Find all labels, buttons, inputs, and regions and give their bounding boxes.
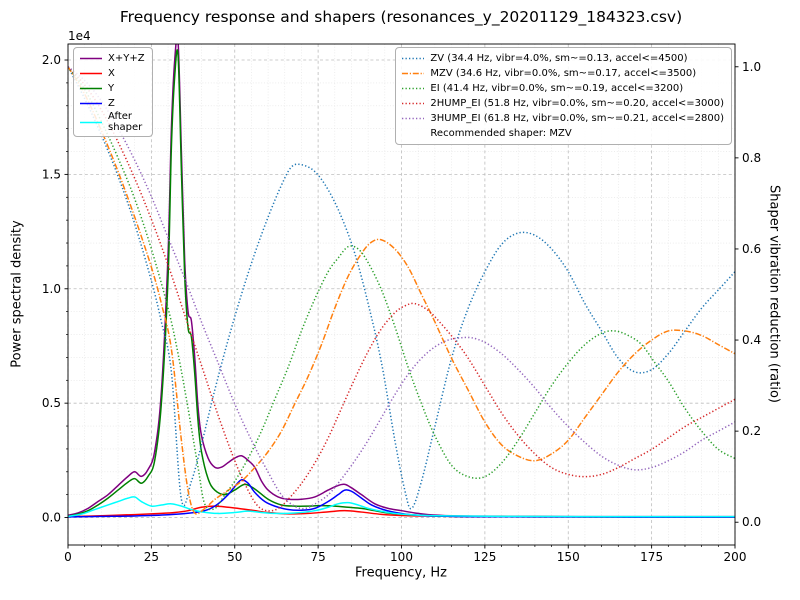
legend-label: 2HUMP_EI (51.8 Hz, vibr=0.0%, sm~=0.20, … [430,98,724,109]
series-shaper-mzv [68,66,735,515]
recommended-shaper-note: Recommended shaper: MZV [430,128,572,139]
legend-label: After shaper [108,111,143,133]
tick-label: 1.0 [42,282,61,296]
legend-entry-x-y-z: X+Y+Z [79,51,145,66]
tick-label: 0.2 [742,424,761,438]
tick-label: 50 [227,550,242,564]
series-shaper-2hump-ei [68,66,735,512]
legend-entry-zv: ZV (34.4 Hz, vibr=4.0%, sm~=0.13, accel<… [401,51,724,66]
x-axis-label: Frequency, Hz [354,565,448,581]
legend-entry-2hump-ei: 2HUMP_EI (51.8 Hz, vibr=0.0%, sm~=0.20, … [401,96,724,111]
legend-entry-3hump-ei: 3HUMP_EI (61.8 Hz, vibr=0.0%, sm~=0.21, … [401,111,724,126]
tick-label: 0.0 [742,515,761,529]
tick-label: 2.0 [42,53,61,67]
legend-line-swatch [402,117,425,120]
legend-line-swatch [402,57,425,60]
tick-label: 125 [473,550,496,564]
legend-line-swatch [80,102,102,105]
series-layer [68,44,735,518]
series-x-y-z [68,44,735,518]
tick-label: 0.8 [742,151,761,165]
series-shaper-ei [68,66,735,511]
legend-shapers: ZV (34.4 Hz, vibr=4.0%, sm~=0.13, accel<… [395,47,732,145]
legend-line-swatch [402,102,425,105]
legend-entry-ei: EI (41.4 Hz, vibr=0.0%, sm~=0.19, accel<… [401,81,724,96]
chart-title: Frequency response and shapers (resonanc… [119,8,683,26]
tick-label: 0.4 [742,333,761,347]
legend-line-swatch [80,121,102,123]
legend-entry-y: Y [79,81,145,96]
legend-line-swatch [80,87,102,90]
legend-label: X+Y+Z [108,53,145,64]
tick-label: 200 [724,550,747,564]
tick-label: 0.0 [42,511,61,525]
tick-label: 150 [557,550,580,564]
tick-label: 25 [144,550,159,564]
legend-entry-mzv: MZV (34.6 Hz, vibr=0.0%, sm~=0.17, accel… [401,66,724,81]
legend-label: MZV (34.6 Hz, vibr=0.0%, sm~=0.17, accel… [430,68,697,79]
legend-label: Y [108,83,115,94]
legend-entry-after-shaper: After shaper [79,111,145,133]
legend-line-swatch [80,72,102,75]
legend-line-swatch [80,57,102,60]
tick-label: 75 [310,550,325,564]
y-axis-label-left: Power spectral density [9,220,25,368]
legend-psd: X+Y+Z X Y Z After shaper [73,47,153,137]
tick-label: 0 [64,550,72,564]
legend-label: EI (41.4 Hz, vibr=0.0%, sm~=0.19, accel<… [430,83,684,94]
y-axis-label-right: Shaper vibration reduction (ratio) [766,185,782,403]
legend-shapers-rows: ZV (34.4 Hz, vibr=4.0%, sm~=0.13, accel<… [401,51,724,126]
series-after-shaper [68,496,735,518]
legend-label: X [108,68,115,79]
legend-label: 3HUMP_EI (61.8 Hz, vibr=0.0%, sm~=0.21, … [430,113,724,124]
y-axis-offset-label: 1e4 [68,29,91,43]
legend-line-swatch [402,87,425,90]
legend-label: Z [108,98,115,109]
tick-label: 0.5 [42,396,61,410]
tick-label: 100 [390,550,413,564]
tick-label: 1.5 [42,167,61,181]
tick-label: 0.6 [742,242,761,256]
series-shaper-zv [68,66,735,510]
legend-label: ZV (34.4 Hz, vibr=4.0%, sm~=0.13, accel<… [430,53,688,64]
legend-entry-x: X [79,66,145,81]
tick-label: 175 [640,550,663,564]
tick-label: 1.0 [742,60,761,74]
legend-entry-z: Z [79,96,145,111]
legend-line-swatch [402,72,425,75]
